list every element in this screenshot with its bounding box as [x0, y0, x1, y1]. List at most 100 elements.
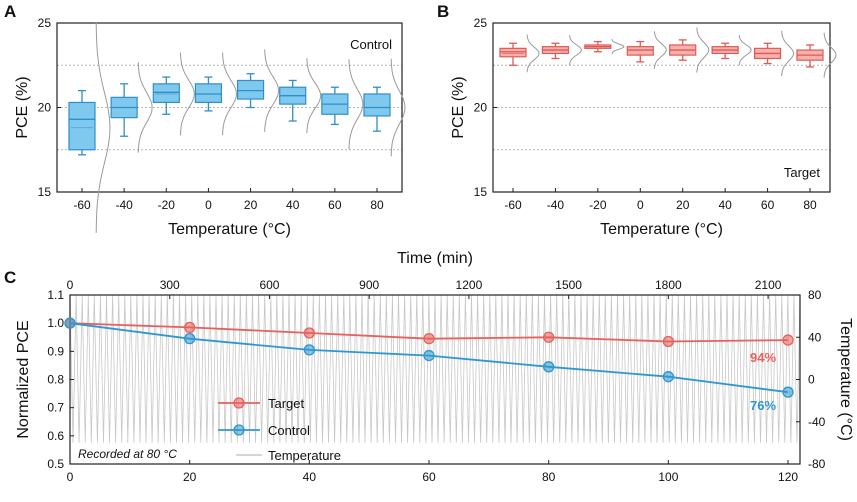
panel-c: C 0.5 0.6 0.7 0.8 0.9 1.0 1.1 -80 -40 0 40 80 0 20 40 60… — [4, 250, 854, 484]
distribution-curve — [696, 27, 710, 73]
x-tick-label: -20 — [589, 198, 607, 212]
x-tick-label: 80 — [542, 470, 556, 484]
distribution-curve — [137, 62, 153, 153]
series-title: Control — [350, 37, 392, 52]
panel-a: A 15 20 25 -60 -40 -20 0 20 40 60 80 Control Temperat… — [4, 2, 406, 238]
data-point-target — [782, 334, 794, 346]
recording-note: Recorded at 80 °C — [78, 447, 177, 461]
x-tick-label: 0 — [205, 198, 212, 212]
top-tick-label: 0 — [67, 278, 74, 292]
x-tick-label: 60 — [761, 198, 775, 212]
x-tick-label: -40 — [547, 198, 565, 212]
x-tick-label: 20 — [676, 198, 690, 212]
data-point-target — [543, 331, 555, 343]
x-tick-label: -60 — [73, 198, 91, 212]
legend-target-marker — [233, 397, 245, 409]
x-tick-label: 120 — [778, 470, 798, 484]
y-tick-label: 0.7 — [47, 401, 64, 415]
box — [363, 93, 391, 117]
top-tick-label: 2100 — [755, 278, 782, 292]
x-tick-label: 0 — [637, 198, 644, 212]
x-axis-title: Temperature (°C) — [168, 221, 291, 238]
distribution-curve — [738, 34, 752, 66]
distribution-curve — [348, 59, 364, 150]
box — [194, 83, 223, 104]
top-tick-label: 600 — [259, 278, 279, 292]
data-point-control — [64, 317, 76, 329]
y-axis-title: Normalized PCE — [15, 320, 32, 438]
legend-control-marker — [233, 424, 245, 436]
top-tick-label: 1800 — [655, 278, 682, 292]
y-tick-label: 20 — [474, 101, 488, 115]
y2-tick-label: 0 — [808, 373, 815, 387]
y-tick-label: 1.0 — [47, 316, 64, 330]
top-axis-title: Time (min) — [397, 250, 473, 267]
target-end-label: 94% — [750, 350, 776, 365]
y-tick-label: 25 — [38, 16, 52, 30]
x-tick-label: -40 — [115, 198, 133, 212]
x-tick-label: 60 — [422, 470, 436, 484]
legend-control-label: Control — [268, 423, 310, 438]
data-point-control — [543, 361, 555, 373]
data-point-target — [662, 335, 675, 348]
legend-target-label: Target — [268, 396, 305, 411]
x-axis-title: Temperature (°C) — [600, 221, 723, 238]
distribution-curve — [222, 52, 237, 136]
panel-letter: A — [4, 2, 16, 21]
y-tick-label: 1.1 — [47, 288, 64, 302]
data-point-target — [423, 333, 435, 345]
distribution-curve — [781, 30, 795, 77]
panel-letter: B — [437, 2, 449, 21]
legend-temperature-label: Temperature — [268, 448, 341, 463]
y-tick-label: 0.6 — [47, 429, 64, 443]
top-tick-label: 1200 — [456, 278, 483, 292]
y-tick-label: 0.8 — [47, 373, 64, 387]
x-tick-label: 40 — [718, 198, 732, 212]
top-tick-label: 300 — [160, 278, 180, 292]
x-tick-label: 100 — [658, 470, 678, 484]
distribution-curve — [264, 49, 280, 132]
y-tick-label: 20 — [38, 101, 52, 115]
distribution-curve — [653, 31, 667, 69]
distribution-curve — [95, 22, 111, 233]
data-point-control — [184, 333, 196, 345]
data-point-target — [184, 321, 196, 334]
panel-letter: C — [4, 268, 16, 287]
distribution-curve — [526, 34, 540, 73]
y2-tick-label: -40 — [808, 415, 826, 429]
x-tick-label: 0 — [67, 470, 74, 484]
y-tick-label: 0.9 — [47, 344, 64, 358]
box — [68, 101, 96, 151]
y2-tick-label: 80 — [808, 288, 822, 302]
y-axis-title: PCE (%) — [14, 76, 31, 138]
distribution-curve — [306, 58, 322, 134]
x-tick-label: 60 — [328, 198, 342, 212]
box — [626, 46, 654, 56]
temperature-trace — [69, 294, 801, 443]
control-end-label: 76% — [750, 398, 776, 413]
y2-axis-title: Temperature (°C) — [837, 318, 854, 441]
y-tick-label: 15 — [474, 185, 488, 199]
y-tick-label: 15 — [38, 185, 52, 199]
x-tick-label: 20 — [244, 198, 258, 212]
x-tick-label: 40 — [303, 470, 317, 484]
distribution-curve — [569, 34, 582, 66]
x-tick-label: 20 — [183, 470, 197, 484]
box — [236, 79, 265, 100]
y-axis-title: PCE (%) — [450, 76, 467, 138]
data-point-control — [423, 349, 435, 362]
x-tick-label: -20 — [158, 198, 176, 212]
top-tick-label: 900 — [359, 278, 379, 292]
y2-tick-label: 40 — [808, 330, 822, 344]
distribution-curve — [179, 52, 195, 136]
box — [152, 83, 180, 104]
series-title: Target — [784, 165, 821, 180]
box — [499, 47, 527, 58]
data-point-target — [303, 327, 315, 339]
y2-tick-label: -80 — [808, 457, 826, 471]
x-tick-label: -60 — [504, 198, 522, 212]
x-tick-label: 80 — [803, 198, 817, 212]
top-tick-label: 1500 — [555, 278, 582, 292]
distribution-curve — [823, 32, 837, 78]
